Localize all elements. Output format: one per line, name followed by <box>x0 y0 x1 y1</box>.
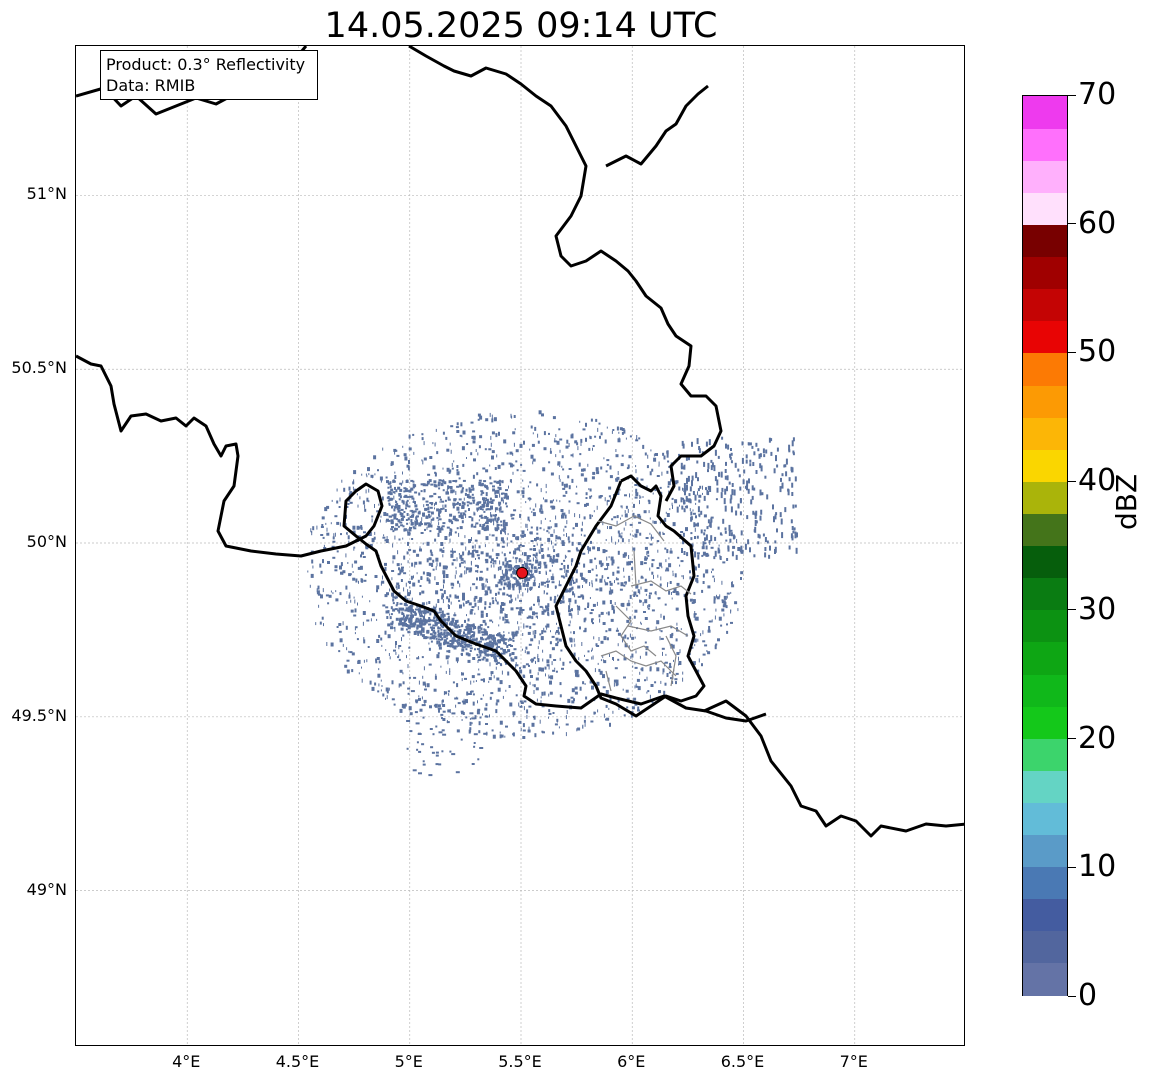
longitude-tick-label: 6.5°E <box>720 1052 765 1071</box>
colorbar-segment <box>1023 609 1067 643</box>
colorbar-tick-label: 0 <box>1078 978 1098 1013</box>
colorbar-segment <box>1023 930 1067 964</box>
map-title: 14.05.2025 09:14 UTC <box>324 6 718 46</box>
colorbar-segment <box>1023 384 1067 418</box>
longitude-tick-label: 5°E <box>394 1052 423 1071</box>
colorbar-tick-label: 70 <box>1078 77 1117 112</box>
colorbar-tick <box>1068 351 1076 353</box>
data-source-label: Data: RMIB <box>106 76 196 95</box>
colorbar-segment <box>1023 481 1067 514</box>
colorbar-tick-label: 20 <box>1078 720 1117 756</box>
latitude-tick-label: 50.5°N <box>11 358 67 378</box>
colorbar-segment <box>1023 738 1067 771</box>
belgium-germany-border <box>408 46 723 502</box>
radar-site-marker[interactable] <box>516 566 529 579</box>
colorbar-tick-label: 50 <box>1078 334 1117 370</box>
colorbar-segment <box>1023 96 1067 129</box>
colorbar-segment <box>1023 866 1067 900</box>
colorbar-segment <box>1023 706 1067 739</box>
colorbar-tick-label: 30 <box>1078 591 1117 627</box>
colorbar-segment <box>1023 128 1067 161</box>
colorbar-segment <box>1023 641 1067 675</box>
colorbar-segment <box>1023 192 1067 226</box>
reflectivity-echoes <box>307 410 798 777</box>
colorbar-segment <box>1023 577 1067 611</box>
radar-map[interactable] <box>75 45 965 1046</box>
colorbar-tick <box>1068 480 1076 482</box>
colorbar-segment <box>1023 417 1067 450</box>
product-label: Product: 0.3° Reflectivity <box>106 55 306 74</box>
map-canvas <box>76 46 964 1045</box>
colorbar-unit-label: dBZ <box>1110 473 1143 530</box>
longitude-tick-label: 6°E <box>617 1052 646 1071</box>
colorbar-segment <box>1023 770 1067 803</box>
reflectivity-colorbar <box>1022 95 1068 996</box>
colorbar-segment <box>1023 288 1067 322</box>
longitude-tick-label: 5.5°E <box>498 1052 542 1071</box>
colorbar-segment <box>1023 898 1067 932</box>
latitude-tick-label: 49°N <box>26 879 67 899</box>
colorbar-tick <box>1068 995 1076 997</box>
colorbar-tick-label: 60 <box>1078 205 1117 241</box>
belgium-france-border <box>76 354 767 723</box>
germany-netherlands-border <box>605 84 709 168</box>
colorbar-tick-label: 40 <box>1078 463 1117 499</box>
product-info-box: Product: 0.3° Reflectivity Data: RMIB <box>100 50 318 100</box>
colorbar-segment <box>1023 352 1067 386</box>
colorbar-segment <box>1023 673 1067 707</box>
colorbar-tick-label: 10 <box>1078 849 1117 885</box>
luxembourg-regions <box>597 515 692 692</box>
colorbar-tick <box>1068 738 1076 740</box>
colorbar-segment <box>1023 513 1067 547</box>
luxembourg-border <box>554 474 706 718</box>
latitude-tick-label: 51°N <box>26 184 67 204</box>
colorbar-tick <box>1068 94 1076 96</box>
colorbar-segment <box>1023 224 1067 258</box>
colorbar-segment <box>1023 545 1067 579</box>
colorbar-segment <box>1023 256 1067 290</box>
country-borders <box>76 46 964 838</box>
longitude-tick-label: 4°E <box>172 1052 201 1071</box>
longitude-tick-label: 4.5°E <box>275 1052 320 1071</box>
colorbar-segment <box>1023 160 1067 193</box>
latitude-tick-label: 49.5°N <box>11 705 67 725</box>
longitude-tick-label: 7°E <box>839 1052 868 1071</box>
france-germany-border <box>703 699 964 838</box>
colorbar-segment <box>1023 320 1067 354</box>
colorbar-tick <box>1068 866 1076 868</box>
colorbar-segment <box>1023 449 1067 482</box>
colorbar-segment <box>1023 834 1067 868</box>
latitude-tick-label: 50°N <box>26 532 67 552</box>
colorbar-segment <box>1023 962 1067 996</box>
colorbar-tick <box>1068 609 1076 611</box>
colorbar-segment <box>1023 802 1067 836</box>
colorbar-tick <box>1068 223 1076 225</box>
